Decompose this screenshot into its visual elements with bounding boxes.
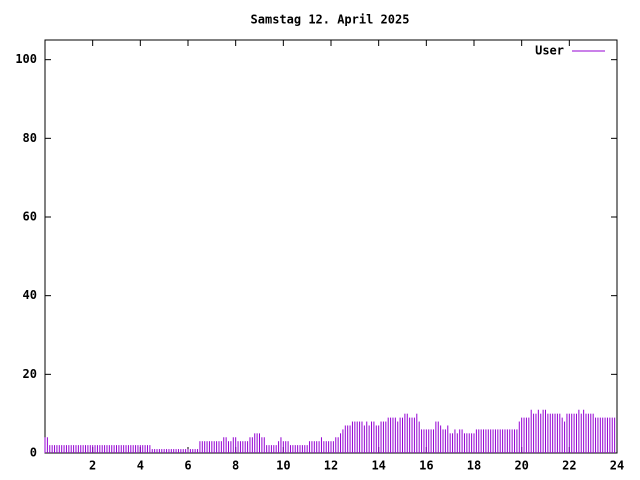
y-tick-label: 0	[30, 446, 37, 460]
x-tick-label: 18	[467, 459, 481, 473]
x-tick-label: 14	[371, 459, 385, 473]
x-tick-label: 10	[276, 459, 290, 473]
y-tick-label: 80	[23, 131, 37, 145]
y-tick-label: 100	[15, 52, 37, 66]
x-tick-label: 24	[610, 459, 624, 473]
y-tick-label: 20	[23, 367, 37, 381]
x-tick-label: 8	[232, 459, 239, 473]
legend-label: User	[535, 44, 564, 58]
chart-title: Samstag 12. April 2025	[251, 13, 410, 27]
x-tick-label: 4	[137, 459, 144, 473]
y-tick-label: 60	[23, 210, 37, 224]
x-tick-label: 22	[562, 459, 576, 473]
x-tick-label: 6	[184, 459, 191, 473]
x-tick-label: 12	[324, 459, 338, 473]
x-tick-label: 20	[514, 459, 528, 473]
y-tick-label: 40	[23, 288, 37, 302]
x-tick-label: 2	[89, 459, 96, 473]
x-tick-label: 16	[419, 459, 433, 473]
